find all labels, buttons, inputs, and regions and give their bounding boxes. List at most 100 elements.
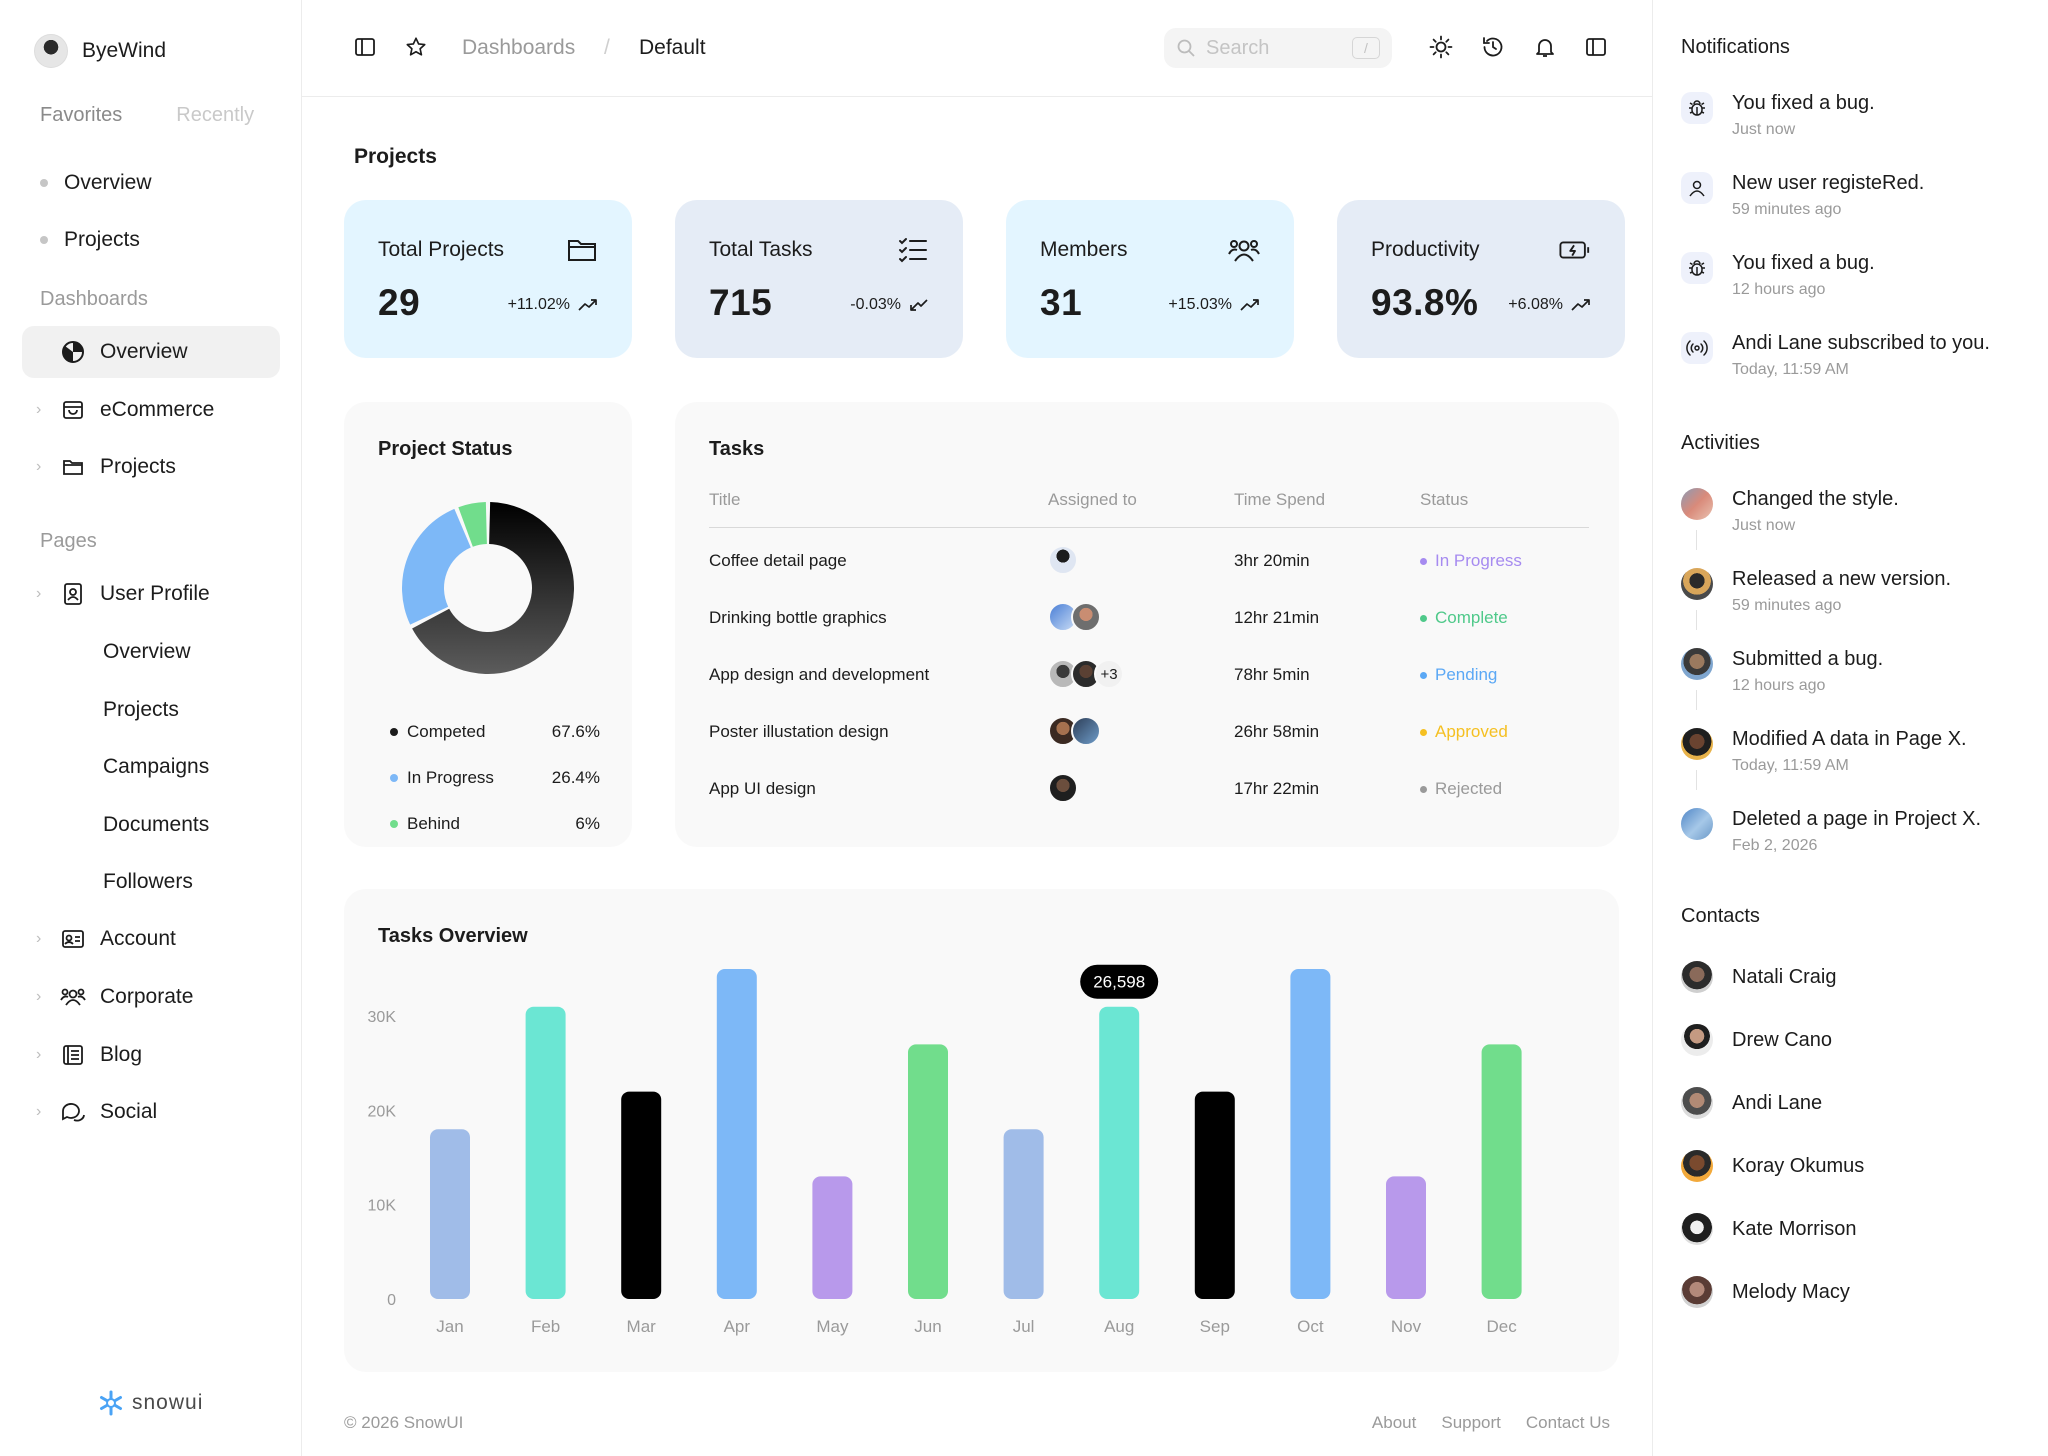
panel-toggle-icon[interactable] xyxy=(1583,34,1609,60)
stat-label: Members xyxy=(1040,238,1128,261)
sidebar-toggle-icon[interactable] xyxy=(352,34,378,60)
contact-name: Koray Okumus xyxy=(1732,1154,1865,1177)
activity-item[interactable]: Submitted a bug. 12 hours ago xyxy=(1681,648,2031,695)
footer-link-support[interactable]: Support xyxy=(1441,1413,1501,1432)
bar-dec[interactable] xyxy=(1481,1044,1522,1299)
bar-oct[interactable] xyxy=(1290,969,1331,1299)
notification-item[interactable]: Andi Lane subscribed to you. Today, 11:5… xyxy=(1681,332,2031,379)
sidebar-subitem-documents[interactable]: Documents xyxy=(103,813,210,836)
sidebar-item-projects[interactable]: › Projects xyxy=(22,441,280,493)
column-header-time[interactable]: Time Spend xyxy=(1234,490,1326,509)
tab-favorites[interactable]: Favorites xyxy=(40,104,123,126)
chevron-right-icon: › xyxy=(36,1046,42,1063)
sidebar-subitem-campaigns[interactable]: Campaigns xyxy=(103,755,210,778)
contact-item[interactable]: Drew Cano xyxy=(1681,1024,1832,1056)
sidebar-item-corporate[interactable]: › Corporate xyxy=(22,971,280,1023)
column-header-status[interactable]: Status xyxy=(1420,490,1469,509)
bar-sep[interactable] xyxy=(1194,1091,1235,1299)
notification-item[interactable]: You fixed a bug. 12 hours ago xyxy=(1681,252,2031,299)
activity-time: Just now xyxy=(1732,517,1796,534)
search-input[interactable] xyxy=(1206,36,1336,60)
bar-feb[interactable] xyxy=(525,1006,566,1299)
sidebar-item-blog[interactable]: › Blog xyxy=(22,1029,280,1081)
notification-item[interactable]: New user registeRed. 59 minutes ago xyxy=(1681,172,2031,219)
table-row[interactable]: Coffee detail page 3hr 20min In Progress xyxy=(675,533,1619,590)
history-icon[interactable] xyxy=(1480,34,1506,60)
breadcrumb-dashboards[interactable]: Dashboards xyxy=(462,36,576,59)
avatar xyxy=(1071,716,1101,746)
sidebar-item-ecommerce[interactable]: › eCommerce xyxy=(22,384,280,436)
stat-card-members[interactable]: Members 31 +15.03% xyxy=(1006,200,1294,358)
footer-link-contact[interactable]: Contact Us xyxy=(1525,1413,1610,1432)
task-time: 17hr 22min xyxy=(1234,779,1320,798)
search-shortcut-key: / xyxy=(1352,37,1380,59)
footer-link-about[interactable]: About xyxy=(1371,1413,1417,1432)
donut-slice-competed[interactable] xyxy=(412,502,574,674)
bar-aug[interactable] xyxy=(1099,1006,1140,1299)
tab-recently[interactable]: Recently xyxy=(176,104,255,126)
column-header-title[interactable]: Title xyxy=(709,490,741,509)
table-row[interactable]: Drinking bottle graphics 12hr 21min Comp… xyxy=(675,590,1619,647)
tooltip-bubble xyxy=(1080,964,1159,999)
theme-sun-icon[interactable] xyxy=(1428,34,1454,60)
bar-apr[interactable] xyxy=(716,969,757,1299)
avatar xyxy=(1681,1087,1713,1119)
stat-value: 93.8% xyxy=(1371,282,1479,323)
x-tick-label: Jan xyxy=(436,1317,463,1336)
bar-jul[interactable] xyxy=(1003,1129,1044,1299)
assignee-avatars: +3 xyxy=(1048,659,1124,689)
favorite-item-projects[interactable]: Projects xyxy=(40,211,152,268)
nav-label: Corporate xyxy=(100,985,194,1008)
activity-text: Changed the style. xyxy=(1732,488,1899,510)
stat-card-productivity[interactable]: Productivity 93.8% +6.08% xyxy=(1337,200,1625,358)
project-status-title: Project Status xyxy=(378,438,513,460)
activity-item[interactable]: Released a new version. 59 minutes ago xyxy=(1681,568,2031,615)
bar-mar[interactable] xyxy=(621,1091,662,1299)
search-box[interactable]: / xyxy=(1164,28,1392,68)
bar-jun[interactable] xyxy=(908,1044,948,1299)
stat-value: 29 xyxy=(378,282,421,323)
avatar xyxy=(1681,961,1713,993)
donut-slice-in-progress[interactable] xyxy=(402,508,471,625)
table-row[interactable]: App design and development +3 78hr 5min … xyxy=(675,647,1619,704)
notification-time: Today, 11:59 AM xyxy=(1732,361,1849,378)
breadcrumb-default[interactable]: Default xyxy=(639,36,706,59)
notification-text: You fixed a bug. xyxy=(1732,252,1875,274)
sidebar-subitem-overview[interactable]: Overview xyxy=(103,640,191,663)
contact-item[interactable]: Natali Craig xyxy=(1681,961,1836,993)
favorite-item-overview[interactable]: Overview xyxy=(40,154,152,211)
sidebar-item-account[interactable]: › Account xyxy=(22,913,280,965)
bar-jan[interactable] xyxy=(430,1129,470,1299)
assignee-avatars xyxy=(1048,545,1078,575)
notification-item[interactable]: You fixed a bug. Just now xyxy=(1681,92,2031,139)
contact-item[interactable]: Koray Okumus xyxy=(1681,1150,1864,1182)
activity-item[interactable]: Modified A data in Page X. Today, 11:59 … xyxy=(1681,728,2031,775)
contact-item[interactable]: Kate Morrison xyxy=(1681,1213,1857,1245)
column-header-assigned[interactable]: Assigned to xyxy=(1048,490,1137,509)
tasks-overview-chart: 0 10K 20K 30K Jan Feb Mar Apr May Jun Jul Aug 26,598… xyxy=(368,964,1522,1336)
table-row[interactable]: Poster illustation design 26hr 58min App… xyxy=(675,704,1619,761)
contact-name: Drew Cano xyxy=(1732,1028,1833,1051)
bell-icon[interactable] xyxy=(1532,34,1558,60)
sidebar-subitem-projects[interactable]: Projects xyxy=(103,698,179,721)
bar-nov[interactable] xyxy=(1386,1176,1426,1299)
activity-item[interactable]: Changed the style. Just now xyxy=(1681,488,2031,535)
sidebar-subitem-followers[interactable]: Followers xyxy=(103,870,193,893)
more-assignees-badge[interactable]: +3 xyxy=(1094,659,1124,689)
contact-name: Andi Lane xyxy=(1732,1091,1823,1114)
activity-item[interactable]: Deleted a page in Project X. Feb 2, 2026 xyxy=(1681,808,2031,855)
bar-may[interactable] xyxy=(812,1176,853,1299)
contact-item[interactable]: Andi Lane xyxy=(1681,1087,1822,1119)
contact-item[interactable]: Melody Macy xyxy=(1681,1276,1850,1308)
assignee-avatars xyxy=(1048,716,1101,746)
stat-card-total-tasks[interactable]: Total Tasks 715 -0.03% xyxy=(675,200,963,358)
star-icon[interactable] xyxy=(403,34,429,60)
sidebar-item-social[interactable]: › Social xyxy=(22,1086,280,1138)
brand[interactable]: ByeWind xyxy=(34,34,166,68)
donut-slice-behind[interactable] xyxy=(458,502,487,547)
stat-card-total-projects[interactable]: Total Projects 29 +11.02% xyxy=(344,200,632,358)
sidebar-item-user-profile[interactable]: › User Profile xyxy=(22,568,280,620)
sidebar-item-dashboard-overview[interactable]: Overview xyxy=(22,326,280,378)
activity-time: 12 hours ago xyxy=(1732,677,1826,694)
table-row[interactable]: App UI design 17hr 22min Rejected xyxy=(675,761,1619,818)
